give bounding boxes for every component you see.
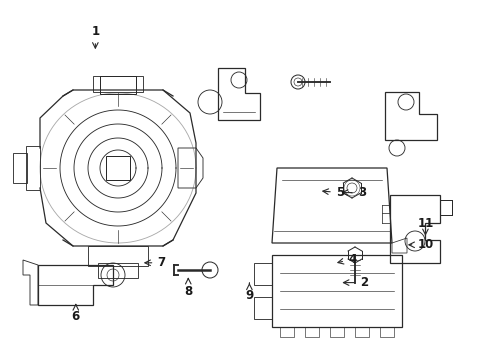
Bar bbox=[271, 255, 401, 327]
Text: 3: 3 bbox=[342, 186, 365, 199]
Bar bbox=[379, 327, 393, 337]
Text: 10: 10 bbox=[408, 238, 433, 251]
Bar bbox=[93, 76, 142, 92]
Bar bbox=[98, 263, 138, 278]
Text: 1: 1 bbox=[91, 25, 99, 48]
Bar bbox=[329, 327, 343, 337]
Bar bbox=[13, 153, 27, 183]
Bar bbox=[253, 263, 271, 285]
Text: 5: 5 bbox=[322, 186, 343, 199]
Bar bbox=[106, 156, 130, 180]
Text: 2: 2 bbox=[343, 276, 367, 289]
Text: 9: 9 bbox=[245, 283, 253, 302]
Text: 4: 4 bbox=[337, 253, 355, 266]
Bar bbox=[305, 327, 318, 337]
Bar bbox=[253, 297, 271, 319]
Bar bbox=[88, 246, 148, 266]
Text: 6: 6 bbox=[72, 304, 80, 323]
Bar bbox=[100, 76, 136, 94]
Bar bbox=[280, 327, 293, 337]
Bar bbox=[354, 327, 368, 337]
Text: 7: 7 bbox=[144, 256, 165, 269]
Text: 11: 11 bbox=[416, 217, 433, 235]
Text: 8: 8 bbox=[184, 278, 192, 298]
